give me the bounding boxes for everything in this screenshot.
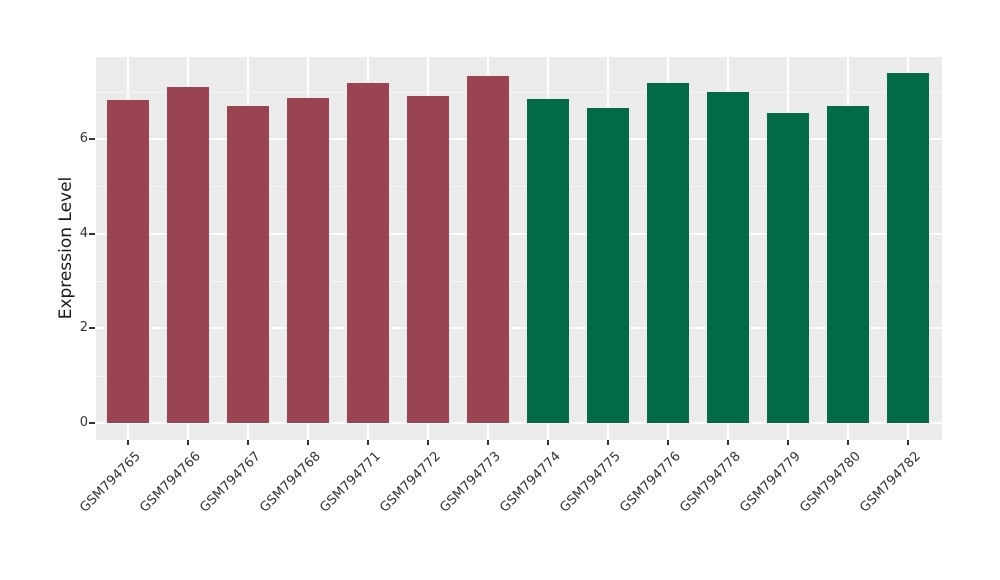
gridline-minor-y — [96, 91, 942, 93]
x-tick-label: GSM794779 — [737, 449, 804, 516]
x-tick-label: GSM794776 — [617, 449, 684, 516]
bar — [467, 76, 510, 423]
bar — [827, 105, 870, 423]
gridline-major-y — [96, 138, 942, 140]
x-tick-label: GSM794780 — [797, 449, 864, 516]
gridline-major-y — [96, 327, 942, 330]
x-tick-mark — [787, 440, 790, 445]
bar — [647, 82, 690, 423]
gridline-minor-y — [96, 186, 942, 188]
x-tick-mark — [607, 440, 610, 445]
bar — [107, 99, 150, 423]
y-tick-mark — [89, 138, 95, 140]
x-tick-label: GSM794778 — [677, 449, 744, 516]
y-tick-label: 2 — [79, 320, 88, 336]
bar — [287, 98, 330, 423]
gridline-minor-y — [96, 281, 942, 282]
x-tick-label: GSM794766 — [137, 449, 204, 516]
x-tick-mark — [847, 440, 850, 445]
y-tick-label: 6 — [79, 131, 88, 146]
x-tick-mark — [487, 440, 490, 445]
gridline-major-y — [96, 232, 942, 235]
bar — [407, 95, 450, 423]
x-tick-label: GSM794772 — [377, 449, 444, 516]
y-tick-mark — [89, 327, 95, 330]
bar — [167, 86, 210, 423]
bar — [527, 98, 570, 423]
bar — [767, 112, 810, 423]
bar — [587, 107, 630, 423]
x-tick-label: GSM794771 — [317, 449, 384, 516]
bar — [227, 105, 270, 423]
x-tick-label: GSM794782 — [857, 449, 924, 516]
x-tick-mark — [187, 440, 190, 445]
x-tick-mark — [727, 440, 730, 445]
y-tick-label: 0 — [79, 415, 88, 430]
plot-panel — [96, 57, 942, 440]
x-tick-mark — [247, 440, 250, 445]
y-tick-mark — [89, 422, 95, 424]
x-tick-label: GSM794765 — [77, 449, 144, 516]
bar — [347, 83, 390, 423]
x-tick-mark — [367, 440, 370, 445]
y-tick-mark — [89, 232, 95, 235]
x-tick-mark — [127, 440, 130, 445]
x-tick-mark — [667, 440, 670, 445]
bar — [887, 73, 930, 423]
x-tick-label: GSM794773 — [437, 449, 504, 516]
y-tick-label: 4 — [79, 225, 88, 241]
x-tick-mark — [547, 440, 550, 445]
x-tick-mark — [427, 440, 430, 445]
x-tick-label: GSM794774 — [497, 449, 564, 516]
bar — [707, 91, 750, 423]
gridline-major-y — [96, 422, 942, 424]
x-tick-label: GSM794767 — [197, 449, 264, 516]
x-tick-label: GSM794768 — [257, 449, 324, 516]
x-tick-label: GSM794775 — [557, 449, 624, 516]
x-tick-mark — [307, 440, 310, 445]
gridline-minor-y — [96, 375, 942, 377]
x-tick-mark — [907, 440, 910, 445]
